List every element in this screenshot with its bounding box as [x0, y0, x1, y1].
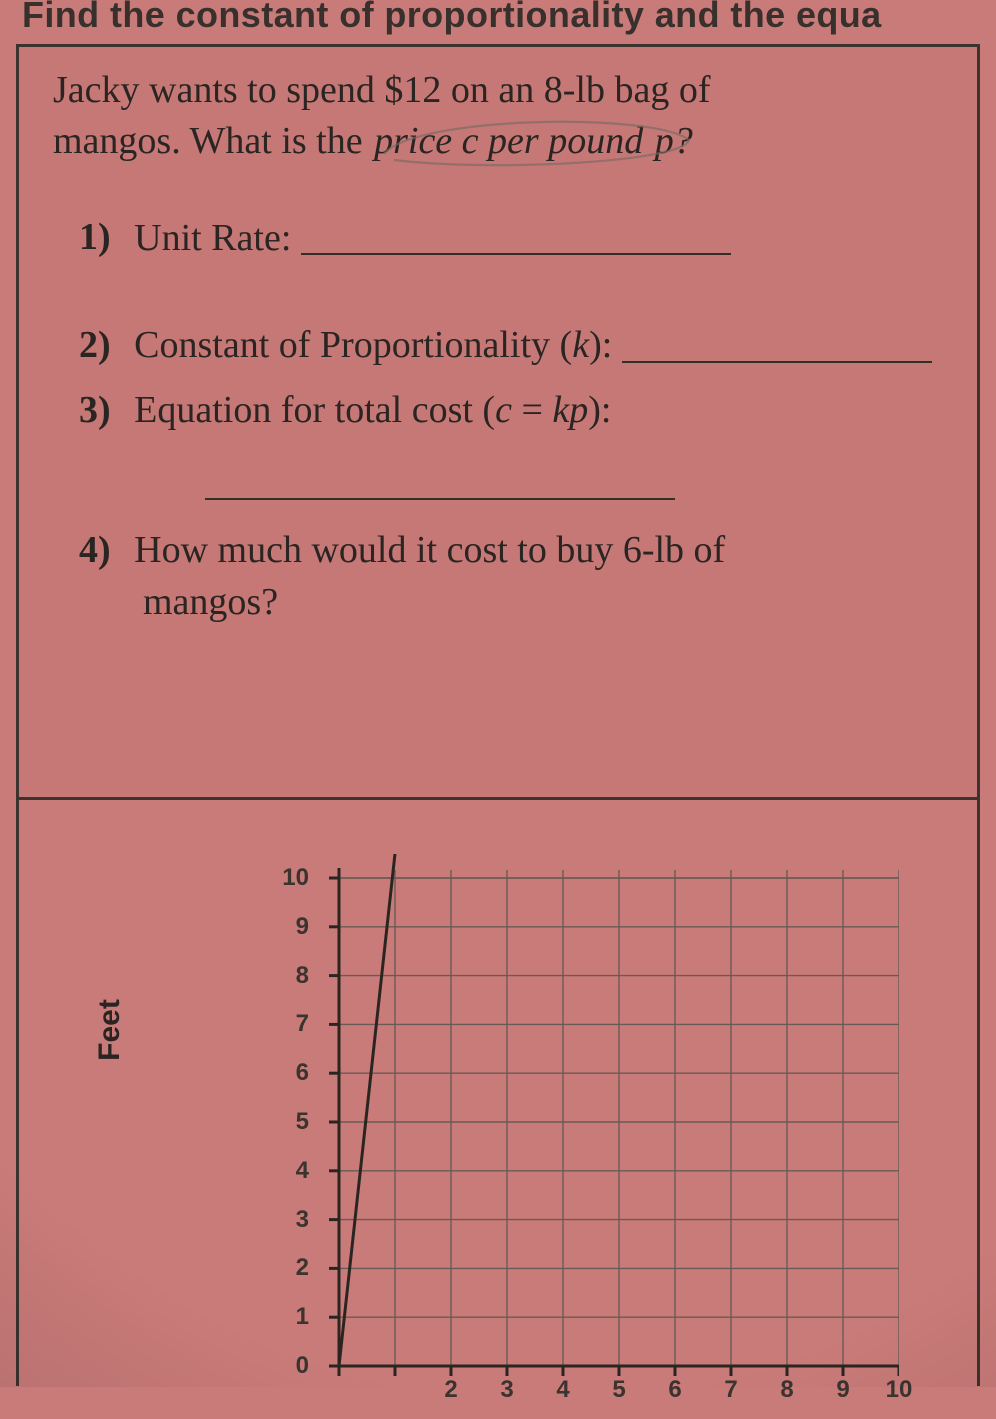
- x-tick-3: 3: [487, 1376, 527, 1404]
- q3-label-b: ):: [588, 389, 611, 431]
- chart-svg: [259, 854, 899, 1414]
- x-tick-2: 2: [431, 1376, 471, 1404]
- circled-phrase: price c per pound: [372, 116, 645, 167]
- q2-label-a: Constant of Proportionality (: [134, 324, 572, 366]
- y-tick-8: 8: [259, 962, 309, 990]
- x-tick-5: 5: [599, 1376, 639, 1404]
- y-tick-1: 1: [259, 1303, 309, 1331]
- chart-cell: Feet 012345678910 2345678910: [16, 800, 980, 1386]
- y-tick-9: 9: [259, 913, 309, 941]
- x-tick-8: 8: [767, 1376, 807, 1404]
- y-tick-6: 6: [259, 1059, 309, 1087]
- q3-row: 3) Equation for total cost (c = kp):: [79, 388, 949, 436]
- q3-eq-rhs: kp: [552, 389, 588, 431]
- y-tick-10: 10: [259, 864, 309, 892]
- q2-blank[interactable]: [622, 321, 932, 363]
- y-tick-3: 3: [259, 1206, 309, 1234]
- q2-row: 2) Constant of Proportionality (k):: [79, 315, 949, 368]
- x-tick-4: 4: [543, 1376, 583, 1404]
- y-tick-5: 5: [259, 1108, 309, 1136]
- chart-wrap: Feet 012345678910 2345678910: [179, 854, 959, 1414]
- q3-eq-mid: =: [512, 389, 552, 431]
- q3-blank[interactable]: [205, 498, 675, 500]
- y-tick-4: 4: [259, 1157, 309, 1185]
- q3-eq-lhs: c: [495, 389, 512, 431]
- y-tick-2: 2: [259, 1254, 309, 1282]
- problem-line2c: p?: [645, 120, 693, 162]
- y-tick-0: 0: [259, 1352, 309, 1380]
- q1-row: 1) Unit Rate:: [79, 208, 949, 261]
- problem-cell: Jacky wants to spend $12 on an 8-lb bag …: [16, 44, 980, 800]
- q2-num: 2): [79, 324, 111, 366]
- problem-line2a: mangos. What is the: [53, 120, 372, 162]
- q1-label: Unit Rate:: [134, 216, 291, 258]
- q1-num: 1): [79, 216, 111, 258]
- q3-num: 3): [79, 389, 111, 431]
- x-tick-9: 9: [823, 1376, 863, 1404]
- chart-axes: [259, 854, 899, 1374]
- q4-label-a: How much would it cost to buy 6-lb of: [134, 529, 725, 571]
- q3-label-a: Equation for total cost (: [134, 389, 495, 431]
- q4-row: 4) How much would it cost to buy 6-lb of…: [79, 528, 949, 625]
- x-tick-6: 6: [655, 1376, 695, 1404]
- y-tick-7: 7: [259, 1010, 309, 1038]
- page-header: Find the constant of proportionality and…: [22, 0, 882, 36]
- q1-blank[interactable]: [301, 214, 731, 256]
- problem-text: Jacky wants to spend $12 on an 8-lb bag …: [19, 47, 977, 168]
- q2-label-b: ):: [589, 324, 612, 366]
- x-tick-7: 7: [711, 1376, 751, 1404]
- question-list: 1) Unit Rate: 2) Constant of Proportiona…: [19, 168, 977, 626]
- q2-var: k: [572, 324, 589, 366]
- y-axis-label: Feet: [93, 970, 127, 1090]
- problem-line1: Jacky wants to spend $12 on an 8-lb bag …: [53, 69, 711, 111]
- circled-phrase-text: price c per pound: [374, 120, 643, 162]
- x-tick-10: 10: [879, 1376, 919, 1404]
- q4-num: 4): [79, 529, 111, 571]
- q4-label-b: mangos?: [143, 580, 949, 626]
